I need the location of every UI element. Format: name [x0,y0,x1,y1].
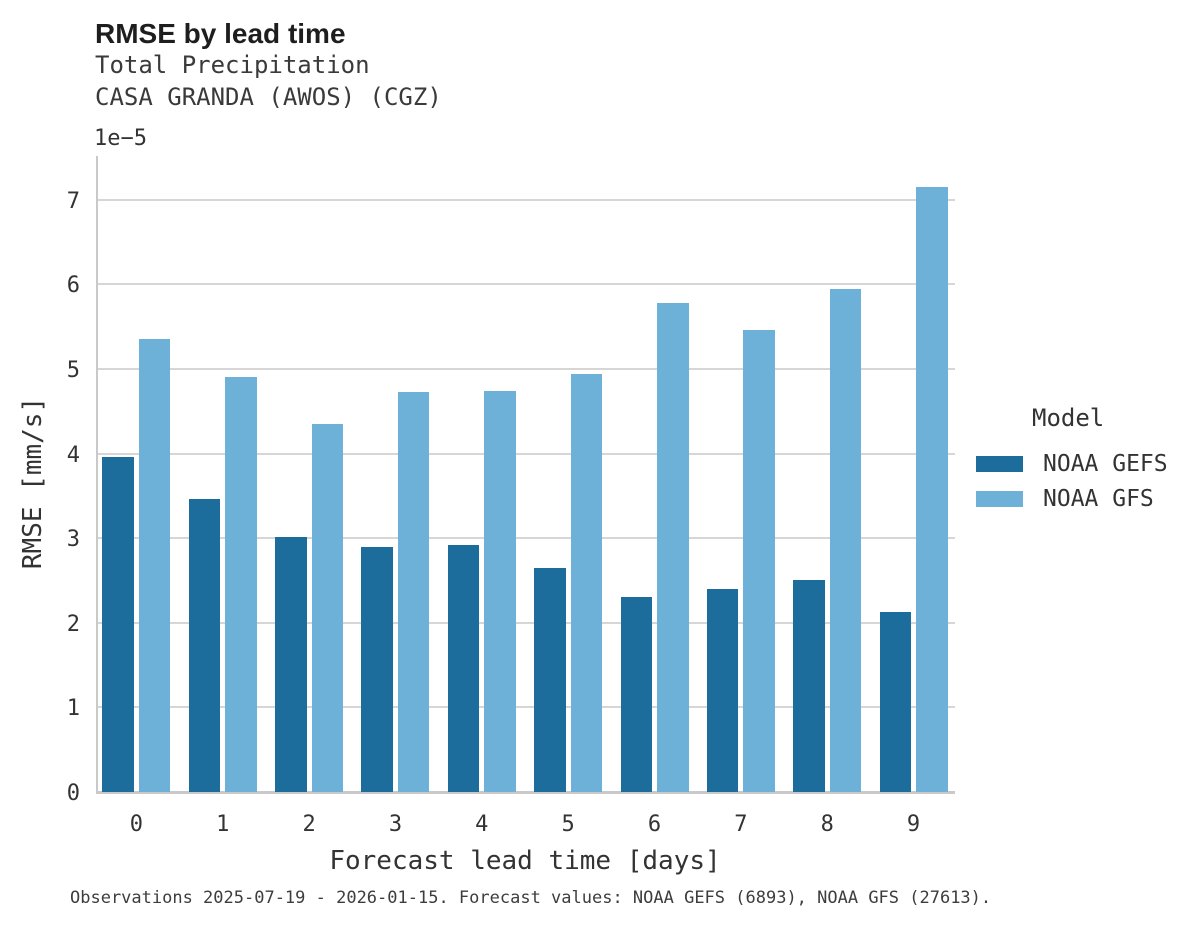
x-tick-label-5: 5 [561,812,575,837]
y-tick-label-0: 0 [66,781,80,806]
bar-noaa-gefs-day-2 [275,536,307,792]
bar-noaa-gfs-day-5 [570,374,603,792]
chart-title: RMSE by lead time [95,18,346,49]
gridline-y-6 [98,283,955,286]
gridline-y-1 [98,706,955,709]
bar-noaa-gefs-day-1 [188,498,221,792]
gridline-y-7 [98,198,955,201]
bar-noaa-gfs-day-3 [397,392,430,792]
bar-noaa-gfs-day-6 [657,302,689,792]
legend-swatch-icon [976,490,1023,507]
plot-area [96,156,955,794]
legend-entry-noaa-gfs: NOAA GFS [976,481,1168,516]
y-axis-offset-label: 1e−5 [94,126,147,151]
x-tick-label-9: 9 [906,812,921,837]
legend-label: NOAA GEFS [1043,450,1168,477]
chart-subtitle-station: CASA GRANDA (AWOS) (CGZ) [95,83,442,111]
x-axis-title: Forecast lead time [days] [329,846,721,876]
bar-noaa-gefs-day-5 [534,568,566,792]
legend-entry-noaa-gefs: NOAA GEFS [976,446,1168,481]
bar-noaa-gfs-day-4 [484,391,516,792]
x-tick-label-0: 0 [129,812,144,837]
gridline-y-3 [98,537,955,540]
legend-entries: NOAA GEFS NOAA GFS [976,446,1168,516]
bar-noaa-gefs-day-4 [447,545,480,792]
legend-label: NOAA GFS [1043,485,1154,512]
legend-title: Model [1032,404,1105,432]
y-axis-title: RMSE [mm/s] [18,396,48,570]
bar-noaa-gfs-day-7 [743,330,775,792]
x-tick-label-3: 3 [388,812,403,837]
bar-noaa-gefs-day-9 [879,612,912,792]
bar-noaa-gfs-day-2 [311,423,344,792]
caption: Observations 2025-07-19 - 2026-01-15. Fo… [70,888,992,908]
bar-noaa-gfs-day-9 [916,186,948,792]
bar-noaa-gefs-day-3 [361,547,393,792]
y-tick-label-3: 3 [66,527,80,553]
x-tick-label-6: 6 [647,812,662,837]
gridline-y-5 [98,368,955,370]
x-tick-label-8: 8 [820,812,834,837]
bar-noaa-gfs-day-1 [225,376,257,792]
x-tick-label-2: 2 [302,812,316,837]
legend-swatch-icon [976,455,1023,472]
gridline-y-4 [98,452,955,455]
y-tick-label-2: 2 [66,611,80,637]
y-tick-label-1: 1 [66,696,80,722]
y-tick-label-4: 4 [66,442,80,468]
chart-subtitle-variable: Total Precipitation [95,51,370,79]
y-axis-spine [96,156,98,794]
bar-noaa-gefs-day-7 [706,589,739,792]
y-tick-label-7: 7 [66,188,80,214]
bar-noaa-gefs-day-8 [793,580,825,792]
x-tick-label-4: 4 [475,812,489,837]
x-axis-spine [96,791,955,794]
bar-noaa-gfs-day-0 [138,338,171,792]
y-tick-label-6: 6 [66,273,80,299]
x-tick-label-7: 7 [734,812,748,837]
bar-noaa-gefs-day-6 [620,596,652,792]
y-tick-label-5: 5 [66,358,80,383]
gridline-y-2 [98,621,955,624]
legend: Model NOAA GEFS NOAA GFS [976,404,1168,516]
x-tick-label-1: 1 [216,812,230,837]
bar-noaa-gfs-day-8 [829,288,862,792]
bar-noaa-gefs-day-0 [102,457,134,792]
